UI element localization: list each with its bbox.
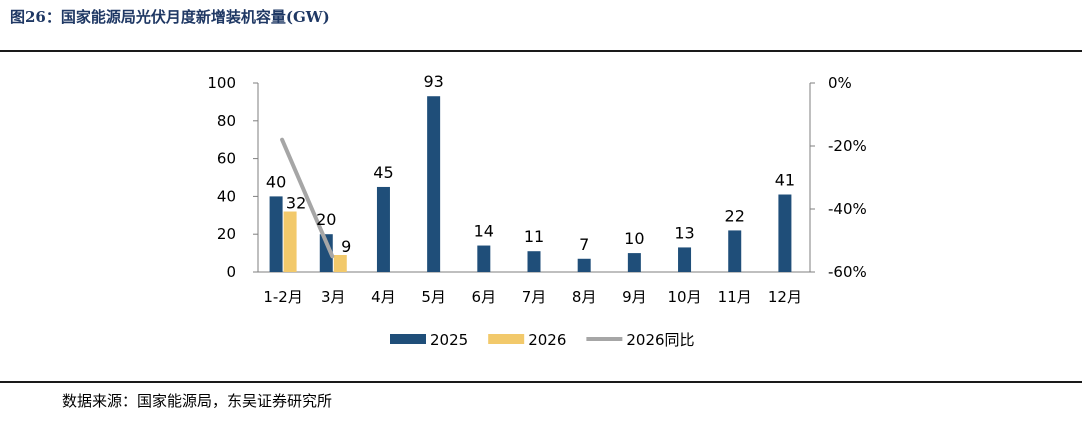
data-label: 45	[373, 163, 393, 182]
data-label: 7	[579, 235, 589, 254]
y-left-tick-label: 60	[217, 150, 236, 168]
y-left-tick-label: 80	[217, 112, 236, 130]
y-right-tick-label: -60%	[828, 263, 867, 281]
chart: 0 20 40 60 80 100 -60% -40% -20% 0% 1-2月 3月 4月 5月 6月 7月…	[207, 72, 866, 349]
data-label: 10	[624, 229, 644, 248]
figure-title: 图26：国家能源局光伏月度新增装机容量(GW)	[10, 8, 330, 26]
x-tick-label: 6月	[472, 288, 497, 306]
bar-2026	[333, 254, 347, 272]
bar-2025	[477, 245, 491, 272]
data-label: 9	[341, 237, 351, 256]
x-tick-label: 1-2月	[263, 288, 303, 306]
legend-label: 2025	[430, 331, 468, 349]
bar-2025	[269, 196, 283, 272]
bar-2025	[778, 194, 792, 272]
x-tick-label: 9月	[622, 288, 647, 306]
bar-2025	[627, 253, 641, 272]
data-label: 13	[674, 223, 694, 242]
line-2026同比	[280, 137, 335, 259]
y-left-tick-label: 0	[226, 263, 236, 281]
x-tick-label: 7月	[522, 288, 547, 306]
legend-label: 2026	[528, 331, 566, 349]
bar-2025	[527, 251, 541, 272]
x-tick-label: 10月	[667, 288, 701, 306]
x-tick-label: 4月	[371, 288, 396, 306]
y-left-tick-label: 40	[217, 187, 236, 205]
x-tick-label: 8月	[572, 288, 597, 306]
y-right-tick-label: -20%	[828, 137, 867, 155]
data-label: 14	[474, 222, 494, 241]
data-label: 20	[316, 210, 336, 229]
data-label: 22	[725, 206, 745, 225]
bar-2025	[577, 258, 591, 272]
y-right-tick-label: 0%	[828, 74, 852, 92]
bar-2025	[319, 234, 333, 272]
source-note: 数据来源：国家能源局，东吴证券研究所	[62, 392, 333, 410]
x-tick-label: 5月	[421, 288, 446, 306]
bar-2025	[427, 96, 441, 272]
y-left-tick-label: 100	[207, 74, 236, 92]
chart-line	[280, 137, 335, 259]
data-label: 93	[423, 72, 443, 91]
y-left-tick-label: 20	[217, 225, 236, 243]
data-label: 41	[775, 171, 795, 190]
x-tick-label: 3月	[321, 288, 346, 306]
bar-2025	[376, 186, 390, 272]
chart-axes: 0 20 40 60 80 100 -60% -40% -20% 0% 1-2月 3月 4月 5月 6月 7月…	[207, 74, 866, 306]
bar-2026	[283, 211, 297, 272]
bottom-rule	[0, 381, 1082, 383]
data-label: 32	[286, 194, 306, 213]
x-tick-label: 12月	[768, 288, 802, 306]
top-rule	[0, 50, 1082, 52]
legend-label: 2026同比	[626, 331, 694, 349]
legend-swatch-2025	[390, 334, 426, 344]
bar-2025	[728, 230, 742, 272]
data-label: 40	[266, 172, 286, 191]
chart-bars	[269, 96, 792, 272]
chart-legend: 2025 2026 2026同比	[390, 331, 695, 349]
bar-2025	[678, 247, 692, 272]
legend-swatch-2026	[488, 334, 525, 344]
x-tick-label: 11月	[718, 288, 752, 306]
data-label: 11	[524, 227, 544, 246]
y-right-tick-label: -40%	[828, 200, 867, 218]
